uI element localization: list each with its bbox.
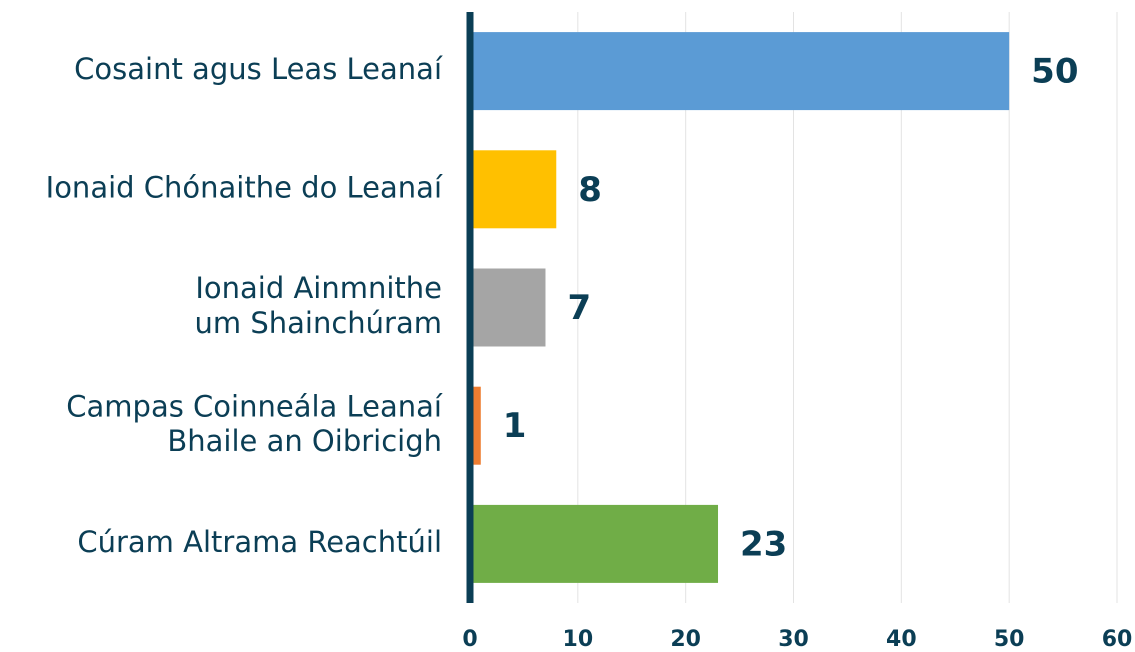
value-label: 1 (503, 406, 527, 446)
value-label: 23 (740, 524, 787, 564)
bar (470, 32, 1010, 111)
x-tick-label: 60 (1102, 627, 1133, 652)
value-label: 50 (1031, 52, 1078, 92)
x-tick-label: 0 (462, 627, 477, 652)
bar (470, 268, 546, 347)
bar (470, 504, 719, 583)
y-tick-label: Cosaint agus Leas Leanaí (74, 52, 443, 86)
y-tick-label: Ionaid Ainmnithe um Shainchúram (195, 271, 443, 340)
bar (470, 386, 481, 465)
y-tick-label: Ionaid Chónaithe do Leanaí (46, 170, 443, 204)
x-tick-label: 20 (670, 627, 701, 652)
value-label: 7 (567, 288, 591, 328)
x-tick-label: 40 (886, 627, 917, 652)
value-label: 8 (578, 170, 602, 210)
x-tick-label: 10 (563, 627, 594, 652)
y-tick-label: Campas Coinneála Leanaí Bhaile an Oibrici… (66, 389, 443, 458)
bar (470, 150, 557, 229)
x-tick-label: 50 (994, 627, 1025, 652)
x-tick-label: 30 (778, 627, 809, 652)
y-tick-label: Cúram Altrama Reachtúil (77, 525, 442, 559)
